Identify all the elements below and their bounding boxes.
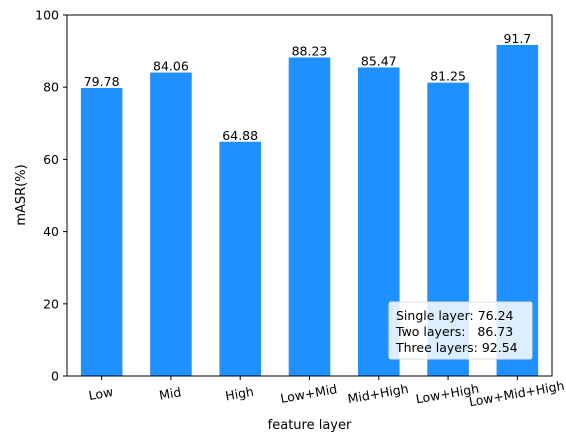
bar xyxy=(219,141,261,376)
y-axis-label: mASR(%) xyxy=(14,164,29,225)
y-tick-label: 100 xyxy=(35,8,59,23)
annotation-line: Three layers: 92.54 xyxy=(395,340,518,355)
y-tick-label: 20 xyxy=(43,296,59,311)
x-tick-label: High xyxy=(224,384,255,404)
x-axis-ticks: Low Mid High Low+Mid Mid+High Low+HighLow+Mid… xyxy=(87,376,565,409)
y-tick-label: 60 xyxy=(43,152,59,167)
y-axis-ticks: 0 20 40 60 80 100 xyxy=(35,8,67,384)
x-tick-label: Low xyxy=(87,384,114,403)
bar-value-label: 84.06 xyxy=(153,59,189,74)
bar-value-label: 91.7 xyxy=(503,31,531,46)
value-labels-group: 79.78 84.06 64.88 88.23 85.47 81.25 91.7 xyxy=(84,31,532,143)
bar xyxy=(288,57,331,377)
x-axis-label: feature layer xyxy=(268,418,352,432)
x-tick-label: Low+Mid xyxy=(279,381,338,406)
bar-value-label: 79.78 xyxy=(84,74,120,89)
y-tick-label: 40 xyxy=(43,224,59,239)
annotation-line: Two layers: 86.73 xyxy=(395,324,513,339)
y-tick-label: 0 xyxy=(51,369,59,384)
plot-frame xyxy=(66,14,553,377)
x-tick-label: Low+Mid+High xyxy=(468,378,566,410)
bar-value-label: 85.47 xyxy=(361,53,397,68)
x-tick-label: Mid xyxy=(158,384,182,403)
x-tick-label: Mid+High xyxy=(346,381,409,406)
bar-value-label: 64.88 xyxy=(222,128,258,143)
bars-group xyxy=(80,44,539,377)
bar xyxy=(80,87,123,377)
bar xyxy=(150,72,192,376)
bar-value-label: 81.25 xyxy=(430,69,466,84)
bar-value-label: 88.23 xyxy=(292,43,328,58)
annotation-line: Single layer: 76.24 xyxy=(396,308,514,323)
y-tick-label: 80 xyxy=(43,80,59,95)
summary-annotation: Single layer: 76.24 Two layers: 86.73 Th… xyxy=(388,301,533,360)
annotation-box xyxy=(388,301,533,360)
